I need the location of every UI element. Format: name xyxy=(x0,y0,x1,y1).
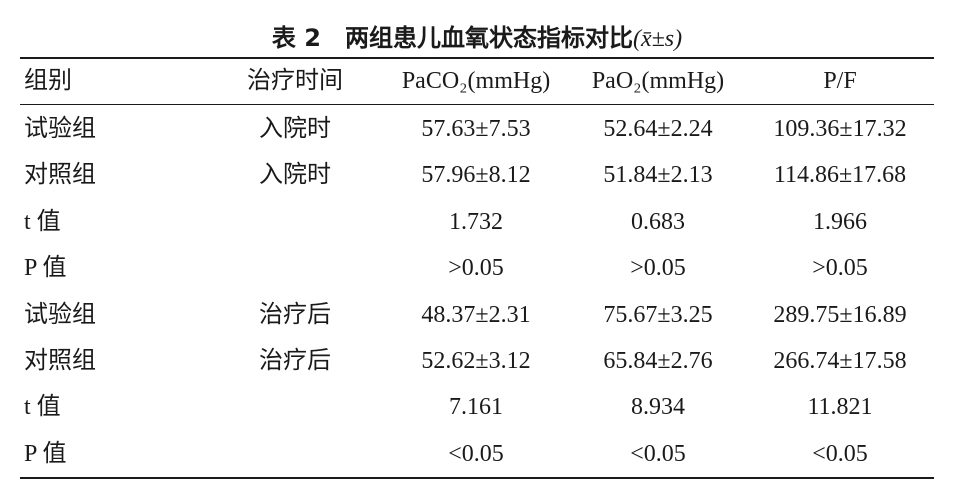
table-cell: 48.37±2.31 xyxy=(421,301,531,328)
table-cell: 51.84±2.13 xyxy=(603,162,713,189)
top-rule xyxy=(20,57,934,59)
header-cell: P/F xyxy=(823,68,857,94)
table-cell: 109.36±17.32 xyxy=(773,116,907,142)
table-cell: 266.74±17.58 xyxy=(773,348,907,374)
table-cell: 8.934 xyxy=(631,394,685,421)
bottom-rule xyxy=(20,477,934,479)
table-cell: P 值 xyxy=(24,440,67,467)
table-cell: 52.64±2.24 xyxy=(603,116,713,142)
table-cell: <0.05 xyxy=(812,440,868,467)
table-cell: 入院时 xyxy=(259,116,331,142)
table-cell: 65.84±2.76 xyxy=(603,348,713,374)
table-cell: 治疗后 xyxy=(259,348,331,374)
title-text: 两组患儿血氧状态指标对比 xyxy=(344,24,633,52)
table-cell: >0.05 xyxy=(812,255,868,282)
title-label: 表 2 xyxy=(271,24,321,52)
table-cell: 289.75±16.89 xyxy=(773,301,907,328)
table-cell: 0.683 xyxy=(631,208,685,235)
table-cell: <0.05 xyxy=(448,440,504,467)
header-rule xyxy=(20,104,934,105)
table-cell: 对照组 xyxy=(24,162,96,189)
table-cell: <0.05 xyxy=(630,440,686,467)
header-cell: PaCO₂(mmHg) xyxy=(401,68,551,94)
table-cell: 114.86±17.68 xyxy=(773,162,907,189)
table-cell: 57.96±8.12 xyxy=(421,162,531,189)
table-title: 表 2 两组患儿血氧状态指标对比(x̄±s) xyxy=(0,18,954,53)
table-cell: 入院时 xyxy=(259,162,331,189)
table-cell: 试验组 xyxy=(24,301,96,328)
table-cell: 治疗后 xyxy=(259,301,331,328)
header-cell: 治疗时间 xyxy=(247,68,343,94)
table-cell: 75.67±3.25 xyxy=(603,301,713,328)
table-cell: 1.966 xyxy=(813,208,867,235)
table-cell: 11.821 xyxy=(807,394,873,421)
table-cell: P 值 xyxy=(24,255,67,282)
table-cell: 试验组 xyxy=(24,116,96,142)
table-cell: 对照组 xyxy=(24,348,96,374)
table-cell: 52.62±3.12 xyxy=(421,348,531,374)
header-cell: PaO₂(mmHg) xyxy=(591,68,725,94)
table-cell: 1.732 xyxy=(449,208,503,235)
table-cell: >0.05 xyxy=(448,255,504,282)
table-cell: t 值 xyxy=(24,394,61,421)
header-cell: 组别 xyxy=(24,68,72,94)
table-cell: >0.05 xyxy=(630,255,686,282)
title-stat: (x̄±s) xyxy=(632,26,683,52)
table-cell: 57.63±7.53 xyxy=(421,116,531,142)
table-cell: t 值 xyxy=(24,208,61,235)
table-cell: 7.161 xyxy=(449,394,503,421)
